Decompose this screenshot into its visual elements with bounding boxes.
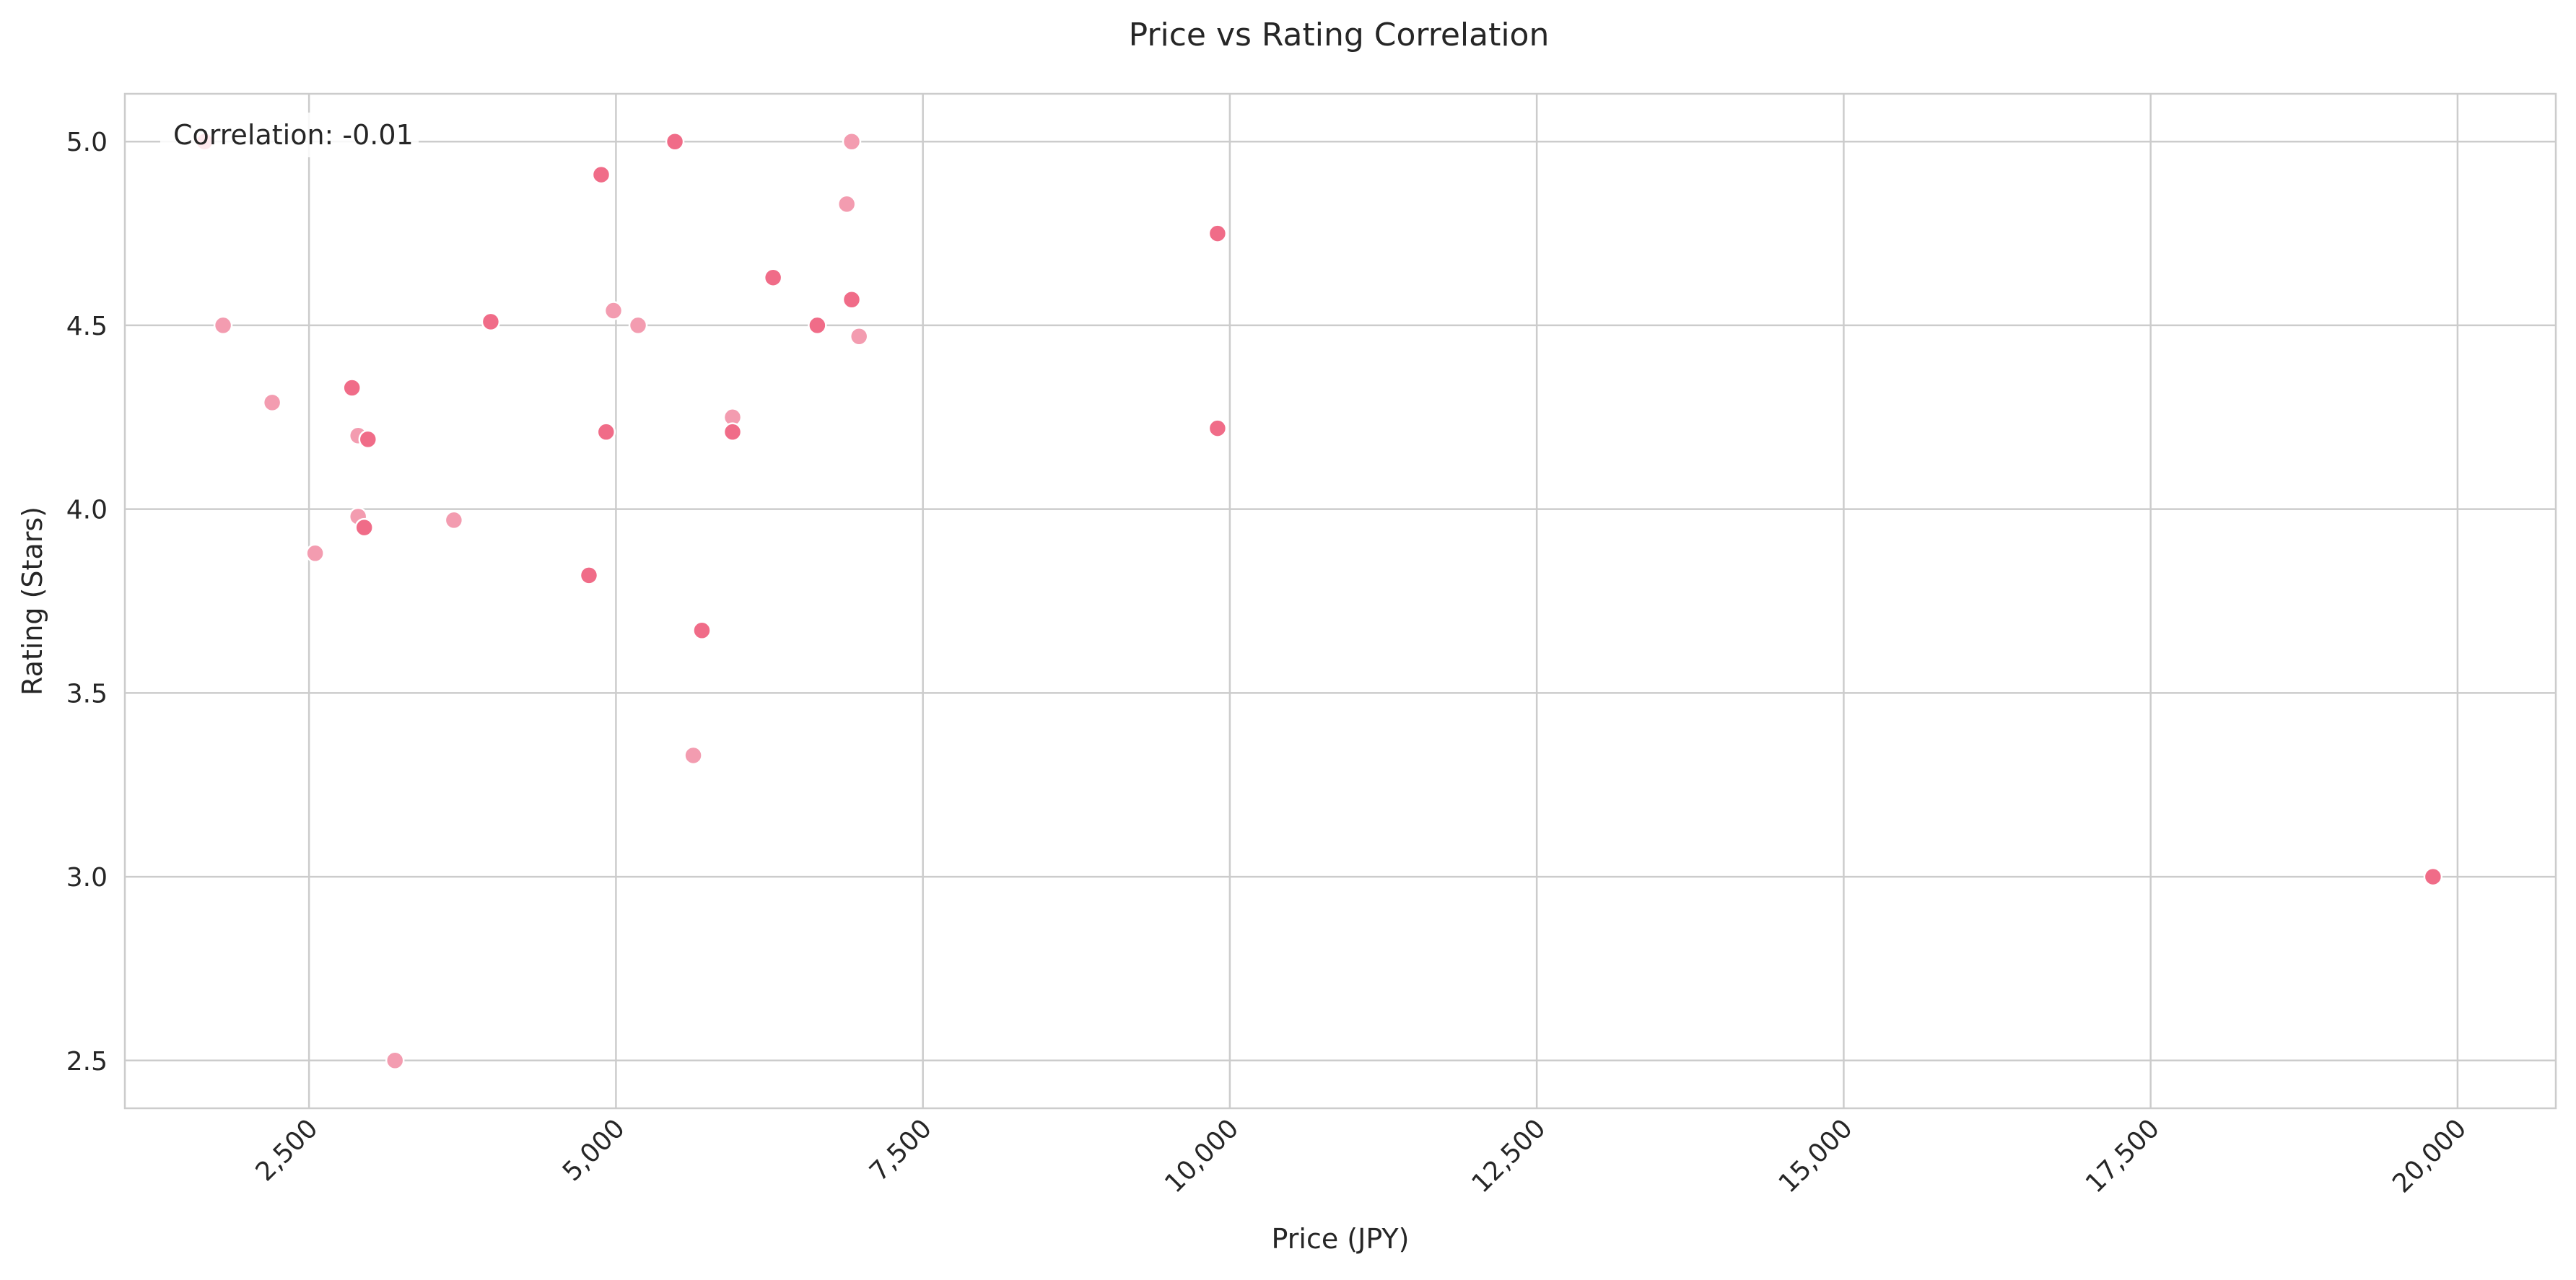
data-point (1208, 224, 1228, 243)
y-tick-label: 5.0 (66, 128, 108, 157)
annotation-box (160, 113, 419, 157)
data-point (213, 315, 233, 336)
annotation-text: Correlation: -0.01 (173, 119, 414, 151)
data-point (837, 194, 857, 214)
data-point (444, 510, 464, 530)
y-tick-label: 4.0 (66, 496, 108, 525)
data-point (849, 326, 869, 346)
y-tick-labels: 2.5 3.0 3.5 4.0 4.5 5.0 (66, 128, 108, 1077)
plot-frame (123, 92, 2557, 1110)
y-tick-label: 4.5 (66, 312, 108, 341)
data-point (665, 131, 685, 152)
data-point (1208, 418, 1228, 438)
data-point (763, 268, 783, 287)
data-point (342, 378, 362, 398)
data-point (628, 315, 648, 336)
data-point (842, 131, 862, 152)
data-point (2423, 867, 2443, 887)
x-axis-label: Price (JPY) (1272, 1223, 1410, 1255)
data-point (305, 543, 325, 564)
data-point (596, 422, 616, 442)
data-point (354, 517, 374, 538)
data-point (591, 165, 611, 185)
chart-title: Price vs Rating Correlation (1129, 17, 1550, 53)
data-point (692, 621, 712, 641)
data-point (808, 315, 827, 336)
correlation-annotation: Correlation: -0.01 (160, 113, 419, 157)
y-tick-label: 3.0 (66, 863, 108, 893)
data-point (603, 301, 624, 320)
data-point (358, 429, 378, 450)
grid-lines (125, 94, 2556, 1108)
data-point (262, 393, 282, 413)
data-point (579, 566, 599, 585)
y-tick-label: 2.5 (66, 1047, 108, 1077)
y-axis-label: Rating (Stars) (17, 507, 48, 696)
data-point (684, 745, 703, 766)
data-points (195, 131, 2443, 1071)
y-tick-label: 3.5 (66, 679, 108, 709)
data-point (385, 1051, 405, 1071)
data-point (722, 422, 743, 442)
data-point (842, 290, 862, 310)
data-point (481, 312, 501, 332)
